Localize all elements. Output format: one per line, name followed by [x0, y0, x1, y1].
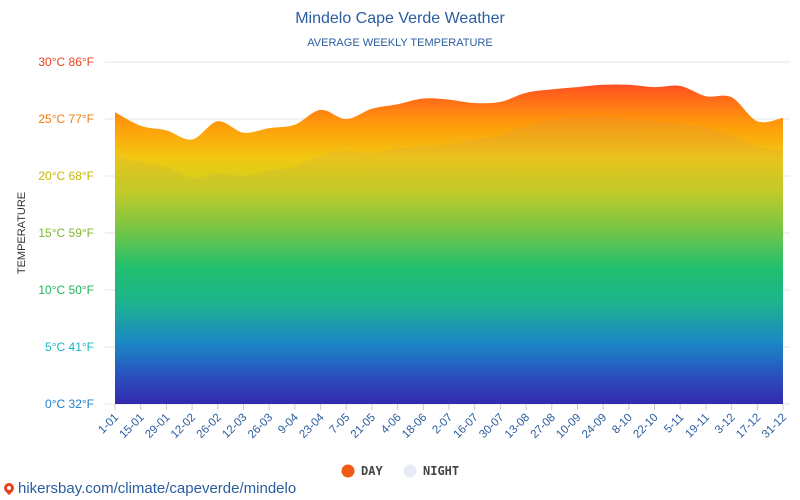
area-night-veil — [115, 116, 783, 405]
x-tick-label: 10-09 — [554, 412, 583, 441]
y-tick-labels: 0°C 32°F 5°C 41°F 10°C 50°F 15°C 59°F 20°C 6… — [38, 55, 94, 411]
legend-day-label: DAY — [361, 464, 383, 478]
x-tick-label: 23-04 — [297, 411, 327, 441]
x-tick-label: 30-07 — [477, 412, 506, 441]
area-night-shade — [115, 116, 783, 405]
y-tick-label: 10°C 50°F — [38, 283, 94, 297]
legend-day-marker — [341, 464, 355, 478]
x-tick-label: 27-08 — [529, 412, 558, 441]
legend-night-label: NIGHT — [423, 464, 459, 478]
y-tick-label: 20°C 68°F — [38, 169, 94, 183]
location-pin-icon — [1, 480, 17, 495]
x-tick-label: 13-08 — [503, 412, 532, 441]
y-axis-label: TEMPERATURE — [16, 192, 28, 274]
x-tick-label: 26-02 — [195, 412, 224, 441]
y-tick-label: 5°C 41°F — [45, 340, 94, 354]
x-tick-label: 15-01 — [118, 412, 147, 441]
x-tick-label: 19-11 — [683, 412, 712, 441]
x-tick-label: 17-12 — [734, 412, 763, 441]
chart-subtitle: AVERAGE WEEKLY TEMPERATURE — [307, 37, 492, 49]
chart-title: Mindelo Cape Verde Weather — [295, 10, 505, 27]
area-night — [115, 116, 783, 405]
source-text: hikersbay.com/climate/capeverde/mindelo — [18, 480, 297, 497]
source-link[interactable]: hikersbay.com/climate/capeverde/mindelo — [1, 480, 297, 497]
x-tick-label: 31-12 — [760, 412, 789, 441]
x-tick-label: 12-02 — [169, 412, 198, 441]
plot-areas — [115, 84, 783, 405]
x-tick-label: 21-05 — [349, 412, 378, 441]
x-tick-label: 12-03 — [220, 412, 249, 441]
legend-night-marker — [403, 464, 417, 478]
legend: DAY NIGHT — [341, 464, 459, 478]
x-tick-label: 24-09 — [580, 412, 609, 441]
y-tick-label: 0°C 32°F — [45, 397, 94, 411]
x-tick-label: 16-07 — [452, 412, 481, 441]
x-tick-label: 29-01 — [143, 412, 172, 441]
y-tick-label: 25°C 77°F — [38, 112, 94, 126]
x-tick-label: 26-03 — [246, 412, 275, 441]
x-tick-label: 18-06 — [400, 412, 429, 441]
x-tick-label: 22-10 — [631, 412, 660, 441]
y-tick-label: 30°C 86°F — [38, 55, 94, 69]
y-tick-label: 15°C 59°F — [38, 226, 94, 240]
